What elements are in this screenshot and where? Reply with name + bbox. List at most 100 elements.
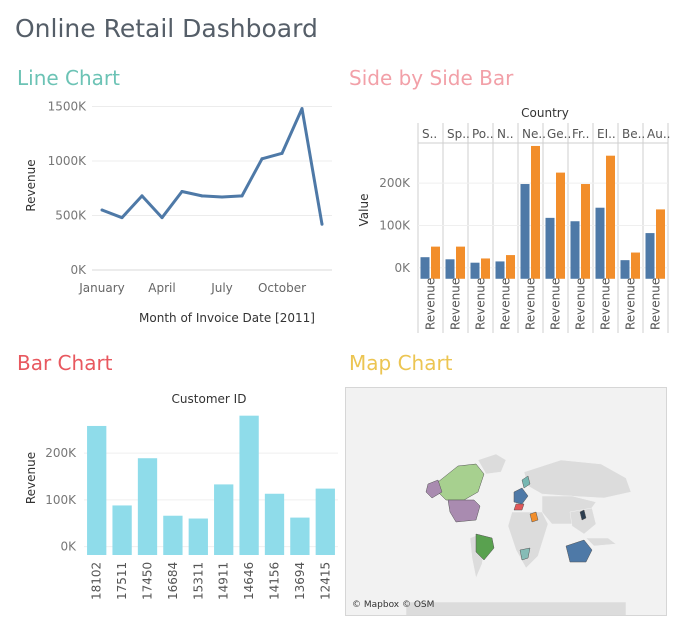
bar-revenue [87, 425, 107, 555]
bar-x-tick-label: 18102 [90, 562, 104, 600]
bar-x-tick-label: 14911 [217, 562, 231, 600]
bar-x-tick-label: 12415 [318, 562, 332, 600]
bar-chart[interactable]: Customer ID 0K 100K 200K Revenue 18102 17511 17… [0, 383, 340, 623]
line-point [100, 208, 104, 212]
side-y-axis-title: Value [357, 194, 371, 227]
side-bar-blue [645, 233, 655, 279]
side-bar-orange [581, 184, 590, 279]
line-point [280, 151, 284, 155]
map-country-australia [565, 539, 593, 563]
side-x-tick-label: Revenue [574, 278, 588, 330]
bar-revenue [290, 517, 310, 555]
line-chart[interactable]: 0K 500K 1000K 1500K January April July October M… [0, 95, 340, 335]
map-land-indonesia [585, 537, 617, 547]
world-map[interactable] [346, 388, 667, 616]
side-x-tick-label: Revenue [524, 278, 538, 330]
side-bar-orange [531, 145, 540, 279]
side-country-header: Au.. [647, 127, 670, 141]
bar-x-tick-label: 16684 [166, 562, 180, 600]
side-bar-blue [420, 257, 430, 279]
bar-revenue [137, 458, 158, 555]
map-country-south-africa [519, 547, 531, 561]
line-point [260, 157, 264, 161]
line-point [300, 107, 304, 111]
side-country-header: S.. [422, 127, 437, 141]
bar-revenue [214, 484, 234, 555]
line-chart-title: Line Chart [17, 66, 120, 90]
side-country-header: Be.. [622, 127, 645, 141]
bar-x-tick-label: 17450 [141, 562, 155, 600]
side-country-header: EI.. [597, 127, 616, 141]
line-point [160, 216, 164, 220]
bar-revenue [315, 488, 335, 555]
map-land-antarctica [405, 601, 627, 615]
map-country-europe-south [513, 503, 525, 511]
map-country-brazil [475, 533, 495, 561]
line-y-tick-label: 1000K [48, 154, 88, 168]
bar-x-tick-label: 15311 [191, 562, 205, 600]
bar-x-tick-label: 14156 [268, 562, 282, 600]
line-point [120, 216, 124, 220]
line-point [140, 194, 144, 198]
line-x-tick-label: July [210, 281, 233, 295]
line-y-tick-label: 1500K [48, 99, 88, 113]
side-bar-orange [431, 246, 440, 279]
side-bar-blue [470, 262, 480, 279]
side-bar-orange [481, 258, 490, 279]
side-y-tick-label: 200K [379, 176, 411, 190]
bar-y-axis-title: Revenue [24, 452, 38, 504]
bar-x-tick-label: 17511 [115, 562, 129, 600]
bar-y-tick-label: 0K [60, 540, 77, 554]
side-bar-blue [520, 184, 530, 279]
side-by-side-bar-chart[interactable]: Country 0K 100K 200K Value S.. Revenue Sp.. Reve… [340, 95, 680, 345]
side-bar-orange [631, 252, 640, 279]
map-country-scandinavia [521, 475, 531, 489]
side-country-header: Po.. [472, 127, 494, 141]
side-bar-orange [556, 172, 565, 279]
side-x-tick-label: Revenue [599, 278, 613, 330]
side-x-tick-label: Revenue [474, 278, 488, 330]
side-chart-title: Country [521, 106, 569, 120]
side-by-side-bar-title: Side by Side Bar [349, 66, 514, 90]
line-point [320, 222, 324, 226]
line-y-tick-label: 0K [70, 263, 87, 277]
bar-x-tick-label: 13694 [293, 562, 307, 600]
bar-revenue [264, 493, 285, 555]
map-land-greenland [477, 453, 507, 475]
dashboard-title: Online Retail Dashboard [15, 14, 318, 43]
map-country-europe [513, 487, 529, 505]
map-country-alaska [425, 479, 443, 499]
map-chart-title: Map Chart [349, 351, 453, 375]
bar-chart-title: Customer ID [172, 392, 247, 406]
side-x-tick-label: Revenue [624, 278, 638, 330]
side-x-tick-label: Revenue [449, 278, 463, 330]
side-y-tick-label: 100K [379, 218, 411, 232]
line-y-tick-label: 500K [55, 208, 87, 222]
map-attribution: © Mapbox © OSM [352, 600, 435, 610]
line-point [240, 194, 244, 198]
side-country-header: Sp.. [447, 127, 470, 141]
bar-revenue [163, 515, 183, 555]
map-chart[interactable]: © Mapbox © OSM [345, 387, 667, 616]
line-x-axis-title: Month of Invoice Date [2011] [139, 311, 315, 325]
line-x-tick-label: January [78, 281, 125, 295]
side-bar-orange [506, 255, 515, 279]
line-y-axis-title: Revenue [24, 159, 38, 211]
side-x-tick-label: Revenue [499, 278, 513, 330]
line-point [180, 189, 184, 193]
map-country-usa [447, 499, 481, 523]
bar-y-tick-label: 100K [45, 493, 77, 507]
side-bar-blue [620, 260, 630, 279]
side-country-header: Fr.. [572, 127, 590, 141]
side-x-tick-label: Revenue [549, 278, 563, 330]
bar-y-tick-label: 200K [45, 446, 77, 460]
map-country-middle-east [529, 511, 539, 523]
side-country-header: N.. [497, 127, 514, 141]
side-bar-blue [495, 261, 505, 279]
side-bar-blue [545, 217, 555, 279]
side-bar-orange [456, 246, 465, 279]
side-country-header: Ge.. [547, 127, 571, 141]
bar-revenue [112, 505, 132, 555]
bar-chart-title: Bar Chart [17, 351, 113, 375]
line-series-revenue [101, 107, 324, 225]
